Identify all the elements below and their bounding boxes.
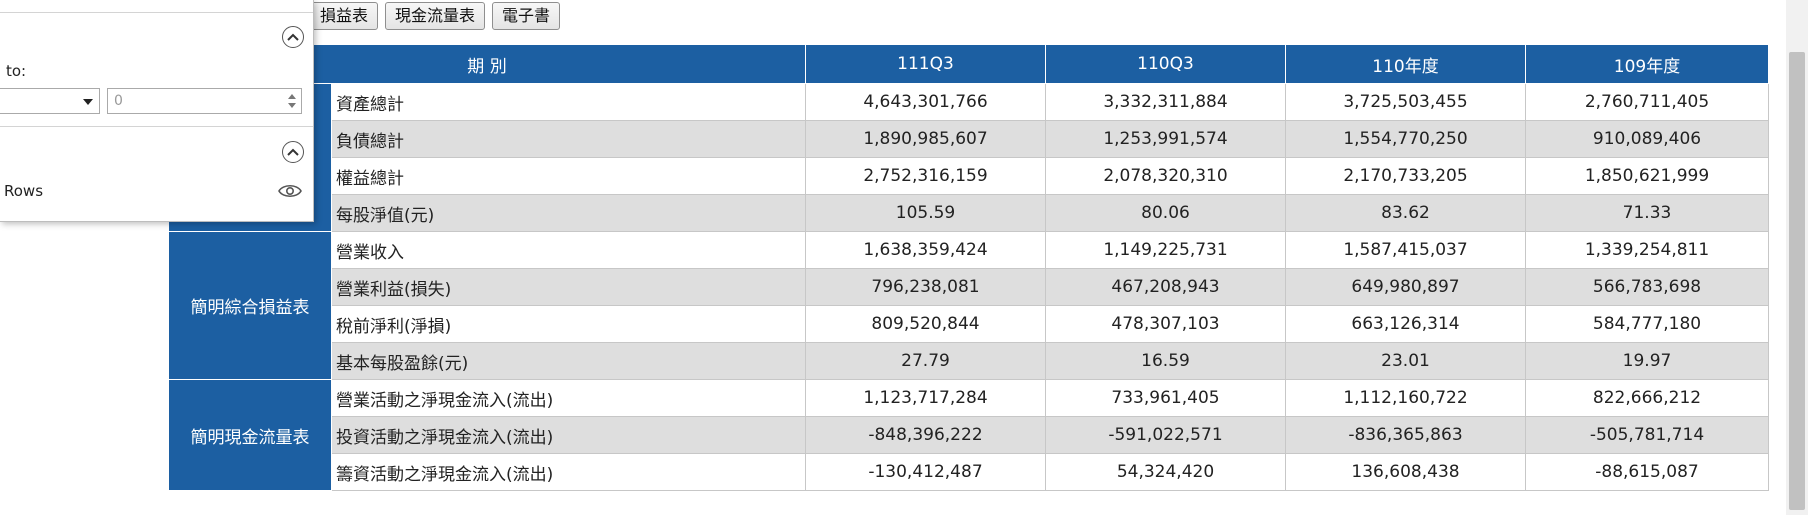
row-label: 每股淨值(元) <box>331 194 806 232</box>
cell-value: 16.59 <box>1045 342 1286 380</box>
header-110-year: 110年度 <box>1285 44 1526 84</box>
cell-value: 1,339,254,811 <box>1525 231 1769 269</box>
table-header-row: 期 別 111Q3 110Q3 110年度 109年度 <box>168 44 1769 84</box>
cell-value: -591,022,571 <box>1045 416 1286 454</box>
cell-value: 3,332,311,884 <box>1045 83 1286 121</box>
filter-select[interactable] <box>0 88 100 114</box>
report-toolbar: 損益表 現金流量表 電子書 <box>310 2 561 30</box>
cell-value: 27.79 <box>805 342 1046 380</box>
cell-value: 23.01 <box>1285 342 1526 380</box>
cell-value: 2,170,733,205 <box>1285 157 1526 195</box>
cell-value: 1,587,415,037 <box>1285 231 1526 269</box>
cell-value: 1,850,621,999 <box>1525 157 1769 195</box>
header-110q3: 110Q3 <box>1045 44 1286 84</box>
category-cash-flow: 簡明現金流量表 <box>168 379 332 491</box>
income-statement-button[interactable]: 損益表 <box>310 2 379 30</box>
cell-value: 910,089,406 <box>1525 120 1769 158</box>
row-label: 基本每股盈餘(元) <box>331 342 806 380</box>
row-label: 權益總計 <box>331 157 806 195</box>
cell-value: 1,554,770,250 <box>1285 120 1526 158</box>
number-input[interactable]: 0 <box>107 88 302 114</box>
cell-value: 136,608,438 <box>1285 453 1526 491</box>
panel-divider <box>0 12 313 13</box>
cell-value: -836,365,863 <box>1285 416 1526 454</box>
cell-value: 2,078,320,310 <box>1045 157 1286 195</box>
row-label: 資產總計 <box>331 83 806 121</box>
cell-value: 822,666,212 <box>1525 379 1769 417</box>
header-109-year: 109年度 <box>1525 44 1769 84</box>
cell-value: 83.62 <box>1285 194 1526 232</box>
cell-value: 809,520,844 <box>805 305 1046 343</box>
table-row: 每股淨值(元) 105.59 80.06 83.62 71.33 <box>169 194 1769 232</box>
row-label: 投資活動之淨現金流入(流出) <box>331 416 806 454</box>
settings-panel: to: 0 Rows <box>0 0 314 222</box>
chevron-up-icon <box>287 148 299 156</box>
row-label: 營業利益(損失) <box>331 268 806 306</box>
cell-value: -88,615,087 <box>1525 453 1769 491</box>
cell-value: -130,412,487 <box>805 453 1046 491</box>
table-row: 資產總計 4,643,301,766 3,332,311,884 3,725,5… <box>168 83 1769 232</box>
cell-value: -848,396,222 <box>805 416 1046 454</box>
cell-value: 1,890,985,607 <box>805 120 1046 158</box>
chevron-up-icon <box>287 33 299 41</box>
rows-label: Rows <box>4 182 44 200</box>
cell-value: 478,307,103 <box>1045 305 1286 343</box>
row-label: 營業收入 <box>331 231 806 269</box>
cell-value: 1,253,991,574 <box>1045 120 1286 158</box>
cell-value: 1,123,717,284 <box>805 379 1046 417</box>
row-label: 稅前淨利(淨損) <box>331 305 806 343</box>
cell-value: 796,238,081 <box>805 268 1046 306</box>
table-row: 稅前淨利(淨損) 809,520,844 478,307,103 663,126… <box>169 305 1769 343</box>
row-label: 負債總計 <box>331 120 806 158</box>
cell-value: 1,149,225,731 <box>1045 231 1286 269</box>
table-row: 投資活動之淨現金流入(流出) -848,396,222 -591,022,571… <box>169 416 1769 454</box>
ebook-button[interactable]: 電子書 <box>492 2 561 30</box>
panel-divider <box>0 126 313 127</box>
number-input-value: 0 <box>114 93 123 109</box>
table-row: 負債總計 1,890,985,607 1,253,991,574 1,554,7… <box>169 120 1769 158</box>
cell-value: 1,112,160,722 <box>1285 379 1526 417</box>
financial-summary-table: 期 別 111Q3 110Q3 110年度 109年度 資產總計 4,643,3… <box>168 44 1769 491</box>
row-label: 營業活動之淨現金流入(流出) <box>331 379 806 417</box>
table-row: 基本每股盈餘(元) 27.79 16.59 23.01 19.97 <box>169 342 1769 380</box>
cell-value: 649,980,897 <box>1285 268 1526 306</box>
cell-value: 19.97 <box>1525 342 1769 380</box>
table-row: 簡明綜合損益表 營業收入 1,638,359,424 1,149,225,731… <box>168 231 1769 380</box>
cell-value: 4,643,301,766 <box>805 83 1046 121</box>
collapse-section-button[interactable] <box>282 141 304 163</box>
cell-value: -505,781,714 <box>1525 416 1769 454</box>
cell-value: 566,783,698 <box>1525 268 1769 306</box>
table-row: 簡明現金流量表 營業活動之淨現金流入(流出) 1,123,717,284 733… <box>168 379 1769 491</box>
vertical-scrollbar-thumb[interactable] <box>1789 52 1805 510</box>
cell-value: 2,760,711,405 <box>1525 83 1769 121</box>
eye-icon[interactable] <box>278 183 302 199</box>
header-111q3: 111Q3 <box>805 44 1046 84</box>
cell-value: 71.33 <box>1525 194 1769 232</box>
cell-value: 80.06 <box>1045 194 1286 232</box>
category-income-statement: 簡明綜合損益表 <box>168 231 332 380</box>
cell-value: 54,324,420 <box>1045 453 1286 491</box>
cell-value: 1,638,359,424 <box>805 231 1046 269</box>
table-row: 權益總計 2,752,316,159 2,078,320,310 2,170,7… <box>169 157 1769 195</box>
cell-value: 2,752,316,159 <box>805 157 1046 195</box>
cell-value: 663,126,314 <box>1285 305 1526 343</box>
table-row: 籌資活動之淨現金流入(流出) -130,412,487 54,324,420 1… <box>169 453 1769 491</box>
dropdown-arrow-icon <box>83 99 93 105</box>
collapse-section-button[interactable] <box>282 26 304 48</box>
table-row: 營業利益(損失) 796,238,081 467,208,943 649,980… <box>169 268 1769 306</box>
row-label: 籌資活動之淨現金流入(流出) <box>331 453 806 491</box>
cell-value: 467,208,943 <box>1045 268 1286 306</box>
cell-value: 105.59 <box>805 194 1046 232</box>
cell-value: 733,961,405 <box>1045 379 1286 417</box>
spinner-icon[interactable] <box>287 92 297 110</box>
cell-value: 584,777,180 <box>1525 305 1769 343</box>
cash-flow-button[interactable]: 現金流量表 <box>385 2 486 30</box>
cell-value: 3,725,503,455 <box>1285 83 1526 121</box>
to-label: to: <box>6 62 27 80</box>
